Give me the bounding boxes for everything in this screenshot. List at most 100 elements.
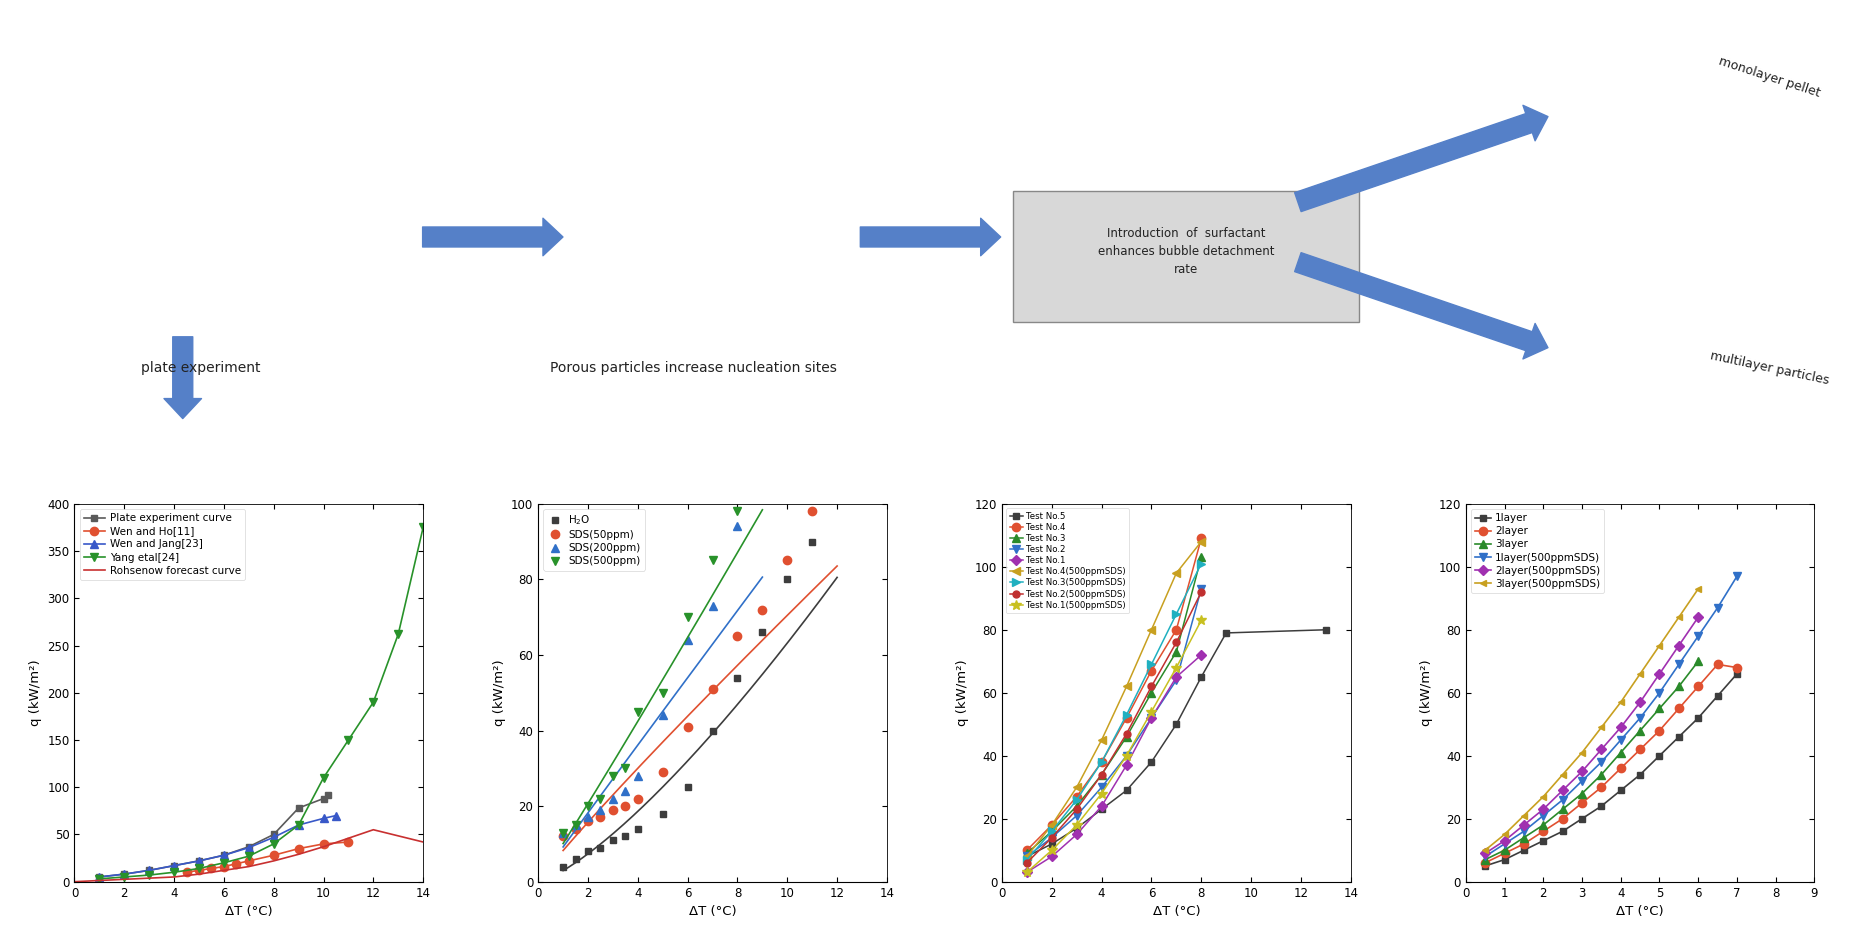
Test No.1(500ppmSDS) bbox=[1141, 706, 1163, 717]
2layer(500ppmSDS) bbox=[1610, 722, 1632, 733]
Wen and Jang[23] bbox=[262, 831, 285, 842]
SDS(50ppm) bbox=[627, 793, 649, 804]
Rohsenow forecast curve bbox=[164, 871, 186, 883]
Legend: H$_2$O, SDS(50ppm), SDS(200ppm), SDS(500ppm): H$_2$O, SDS(50ppm), SDS(200ppm), SDS(500… bbox=[543, 509, 646, 571]
Wen and Jang[23] bbox=[238, 842, 261, 854]
1layer bbox=[1532, 835, 1554, 846]
SDS(50ppm) bbox=[752, 604, 774, 615]
Line: SDS(200ppm): SDS(200ppm) bbox=[558, 522, 743, 837]
SDS(500ppm) bbox=[564, 819, 586, 830]
Y-axis label: q (kW/m²): q (kW/m²) bbox=[493, 660, 506, 726]
3layer bbox=[1610, 747, 1632, 759]
Wen and Ho[11] bbox=[175, 867, 197, 878]
Y-axis label: q (kW/m²): q (kW/m²) bbox=[1420, 660, 1433, 726]
3layer bbox=[1513, 832, 1535, 843]
Plate experiment curve bbox=[138, 865, 160, 876]
Test No.5 bbox=[1165, 718, 1187, 730]
Test No.1(500ppmSDS) bbox=[1165, 662, 1187, 674]
Text: multilayer particles: multilayer particles bbox=[1708, 349, 1829, 387]
Rohsenow forecast curve bbox=[287, 849, 309, 860]
Line: Rohsenow forecast curve: Rohsenow forecast curve bbox=[74, 829, 422, 882]
Test No.4 bbox=[1016, 844, 1038, 856]
3layer(500ppmSDS) bbox=[1571, 747, 1593, 759]
Test No.2(500ppmSDS) bbox=[1040, 832, 1063, 843]
Test No.1 bbox=[1189, 649, 1212, 661]
Test No.2(500ppmSDS) bbox=[1016, 857, 1038, 869]
Rohsenow forecast curve bbox=[212, 865, 234, 876]
SDS(50ppm) bbox=[564, 823, 586, 834]
Test No.3 bbox=[1066, 801, 1089, 812]
Wen and Jang[23] bbox=[287, 819, 309, 830]
1layer(500ppmSDS) bbox=[1688, 631, 1710, 642]
Wen and Ho[11] bbox=[238, 856, 261, 867]
Test No.1(500ppmSDS) bbox=[1066, 819, 1089, 830]
2layer(500ppmSDS) bbox=[1688, 612, 1710, 623]
Test No.2 bbox=[1189, 583, 1212, 594]
Wen and Ho[11] bbox=[212, 861, 234, 872]
2layer bbox=[1474, 857, 1496, 869]
Test No.1 bbox=[1165, 672, 1187, 683]
2layer bbox=[1667, 703, 1690, 714]
3layer(500ppmSDS) bbox=[1667, 612, 1690, 623]
Rohsenow forecast curve bbox=[238, 861, 261, 872]
1layer bbox=[1589, 801, 1612, 812]
Wen and Jang[23] bbox=[188, 856, 210, 867]
Test No.4 bbox=[1091, 757, 1113, 768]
3layer(500ppmSDS) bbox=[1552, 769, 1574, 780]
Test No.4 bbox=[1040, 819, 1063, 830]
Wen and Ho[11] bbox=[287, 843, 309, 855]
SDS(200ppm) bbox=[553, 827, 575, 838]
Yang etal[24] bbox=[188, 863, 210, 874]
H$_2$O bbox=[627, 823, 649, 834]
Line: Test No.4(500ppmSDS): Test No.4(500ppmSDS) bbox=[1024, 537, 1206, 860]
SDS(500ppm) bbox=[577, 801, 599, 812]
1layer(500ppmSDS) bbox=[1474, 851, 1496, 862]
FancyBboxPatch shape bbox=[1012, 191, 1359, 322]
H$_2$O bbox=[726, 672, 748, 683]
Yang etal[24] bbox=[138, 870, 160, 881]
2layer(500ppmSDS) bbox=[1649, 668, 1671, 679]
Yang etal[24] bbox=[238, 851, 261, 862]
1layer(500ppmSDS) bbox=[1628, 713, 1651, 724]
Test No.5 bbox=[1314, 624, 1336, 635]
Wen and Jang[23] bbox=[87, 871, 110, 883]
Yang etal[24] bbox=[287, 819, 309, 830]
Test No.4(500ppmSDS) bbox=[1040, 819, 1063, 830]
Test No.4(500ppmSDS) bbox=[1141, 624, 1163, 635]
1layer(500ppmSDS) bbox=[1610, 734, 1632, 745]
Rohsenow forecast curve bbox=[337, 832, 359, 843]
1layer bbox=[1552, 826, 1574, 837]
Line: Test No.1(500ppmSDS): Test No.1(500ppmSDS) bbox=[1022, 616, 1206, 877]
Wen and Ho[11] bbox=[337, 836, 359, 847]
3layer(500ppmSDS) bbox=[1589, 722, 1612, 733]
Yang etal[24] bbox=[313, 773, 335, 784]
Test No.4 bbox=[1115, 713, 1137, 724]
Plate experiment curve bbox=[318, 789, 341, 801]
Yang etal[24] bbox=[114, 871, 136, 883]
Test No.5 bbox=[1215, 627, 1238, 638]
Yang etal[24] bbox=[212, 857, 234, 869]
2layer(500ppmSDS) bbox=[1493, 835, 1515, 846]
Test No.1(500ppmSDS) bbox=[1016, 867, 1038, 878]
Text: Porous particles increase nucleation sites: Porous particles increase nucleation sit… bbox=[551, 361, 837, 375]
Rohsenow forecast curve bbox=[188, 869, 210, 880]
1layer(500ppmSDS) bbox=[1667, 659, 1690, 670]
Test No.4(500ppmSDS) bbox=[1016, 851, 1038, 862]
Text: plate experiment: plate experiment bbox=[141, 361, 261, 375]
1layer(500ppmSDS) bbox=[1649, 687, 1671, 698]
Test No.1(500ppmSDS) bbox=[1115, 750, 1137, 761]
SDS(200ppm) bbox=[614, 786, 636, 797]
Line: Test No.3(500ppmSDS): Test No.3(500ppmSDS) bbox=[1024, 560, 1206, 864]
SDS(200ppm) bbox=[651, 710, 674, 721]
2layer bbox=[1725, 662, 1747, 674]
Line: H$_2$O: H$_2$O bbox=[560, 538, 815, 870]
1layer bbox=[1610, 785, 1632, 796]
SDS(500ppm) bbox=[590, 793, 612, 804]
SDS(50ppm) bbox=[614, 801, 636, 812]
Test No.2(500ppmSDS) bbox=[1165, 637, 1187, 648]
SDS(500ppm) bbox=[677, 612, 700, 623]
2layer(500ppmSDS) bbox=[1513, 819, 1535, 830]
Legend: 1layer, 2layer, 3layer, 1layer(500ppmSDS), 2layer(500ppmSDS), 3layer(500ppmSDS): 1layer, 2layer, 3layer, 1layer(500ppmSDS… bbox=[1470, 509, 1604, 593]
Wen and Jang[23] bbox=[164, 860, 186, 871]
Line: SDS(500ppm): SDS(500ppm) bbox=[558, 508, 743, 837]
